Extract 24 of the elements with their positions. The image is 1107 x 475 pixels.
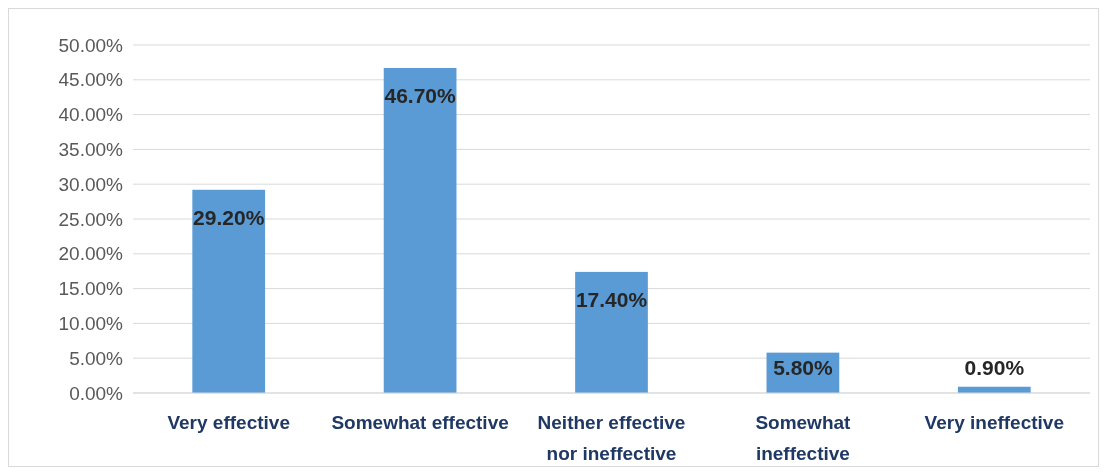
y-tick-label: 0.00% (69, 382, 124, 404)
bar (383, 67, 457, 393)
bar (192, 189, 266, 393)
y-tick-label: 20.00% (58, 243, 124, 265)
data-label: 5.80% (773, 356, 833, 380)
y-tick-label: 30.00% (58, 173, 124, 195)
data-label: 46.70% (384, 84, 457, 108)
data-label: 17.40% (575, 288, 648, 312)
y-tick-label: 5.00% (69, 347, 124, 369)
y-tick-label: 10.00% (58, 313, 124, 335)
x-tick-label: Somewhat effective (331, 412, 509, 433)
x-tick-label: Very ineffective (924, 412, 1065, 433)
data-label: 29.20% (193, 206, 265, 230)
y-tick-label: 25.00% (58, 208, 124, 230)
y-tick-label: 50.00% (58, 34, 124, 56)
y-tick-label: 15.00% (58, 278, 124, 300)
y-tick-label: 40.00% (58, 104, 124, 126)
x-tick-label: Somewhat ineffective (755, 412, 852, 464)
y-tick-label: 45.00% (58, 69, 124, 91)
bar (575, 271, 648, 393)
y-tick-label: 35.00% (58, 139, 124, 161)
x-tick-label: Neither effective nor ineffective (537, 412, 686, 464)
x-tick-label: Very effective (167, 412, 290, 433)
data-label: 0.90% (964, 356, 1025, 380)
